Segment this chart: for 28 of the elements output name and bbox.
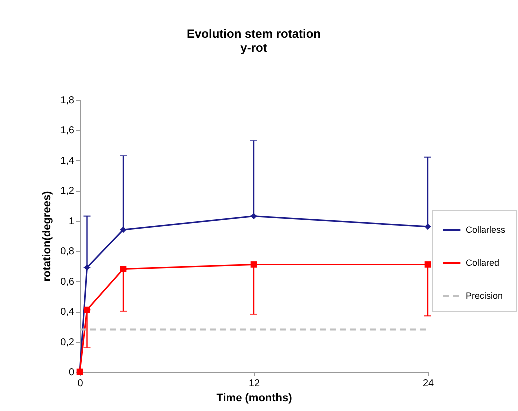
- y-axis-title: rotation(degrees): [42, 190, 54, 282]
- y-tick-label: 1,8: [60, 96, 75, 106]
- x-tick-label: 24: [422, 378, 434, 390]
- legend-label: Collarless: [466, 225, 506, 235]
- y-tick-label: 0: [68, 368, 75, 378]
- legend-label: Precision: [466, 291, 504, 301]
- point: [424, 262, 432, 268]
- y-tick-label: 0,2: [60, 337, 75, 348]
- x-tick-label: 12: [248, 378, 260, 390]
- y-tick-label: 1: [68, 216, 75, 228]
- x-axis-title: Time (months): [216, 392, 293, 404]
- point: [250, 213, 258, 220]
- y-tick-label: 1,2: [60, 186, 75, 198]
- point: [84, 264, 90, 271]
- point: [424, 224, 432, 230]
- point: [84, 306, 90, 314]
- x-tick-label: 0: [78, 378, 84, 390]
- y-tick-label: 1,4: [60, 156, 75, 167]
- point: [120, 266, 127, 272]
- point: [120, 226, 127, 234]
- legend-label: Collared: [466, 258, 500, 268]
- chart-subtitle: y-rot: [240, 41, 268, 55]
- y-tick-label: 1,6: [60, 126, 75, 137]
- chart-title: Evolution stem rotation: [186, 27, 322, 41]
- y-tick-label: 0,4: [60, 307, 75, 318]
- y-tick-label: 0,8: [60, 246, 75, 258]
- point: [250, 262, 258, 268]
- y-tick-label: 0,6: [60, 276, 75, 288]
